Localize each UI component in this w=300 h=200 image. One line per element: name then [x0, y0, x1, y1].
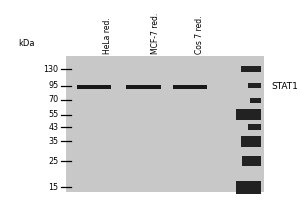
Text: 35: 35 [48, 136, 59, 146]
Bar [248, 124, 261, 130]
Bar [236, 109, 261, 120]
Text: 15: 15 [48, 182, 59, 192]
Text: STAT1: STAT1 [272, 82, 298, 91]
Bar [172, 85, 207, 89]
Text: kDa: kDa [18, 39, 34, 48]
Text: 95: 95 [48, 81, 59, 90]
Bar [126, 85, 160, 89]
Bar [242, 136, 261, 146]
Bar [76, 85, 111, 89]
Text: 43: 43 [49, 122, 58, 132]
Bar [242, 66, 261, 72]
Text: HeLa red.: HeLa red. [103, 17, 112, 54]
Text: 70: 70 [48, 96, 59, 104]
Text: MCF-7 red.: MCF-7 red. [152, 13, 160, 54]
Bar [236, 180, 261, 194]
Bar [66, 56, 264, 192]
Bar [242, 156, 261, 166]
Bar [250, 98, 261, 102]
Text: 25: 25 [48, 156, 59, 166]
Text: 55: 55 [48, 110, 59, 119]
Bar [248, 83, 261, 88]
Text: Cos 7 red.: Cos 7 red. [195, 16, 204, 54]
Text: 130: 130 [44, 64, 59, 73]
